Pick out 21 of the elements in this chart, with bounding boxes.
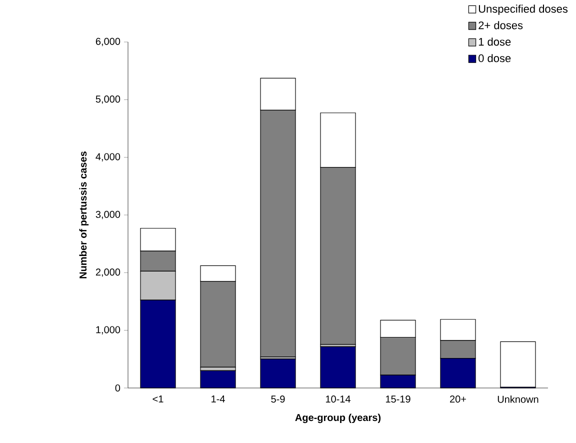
- legend-label: 2+ doses: [478, 21, 523, 30]
- legend-label: 1 dose: [478, 38, 511, 46]
- x-tick-label: 5-9: [271, 396, 285, 403]
- x-tick-label: 10-14: [326, 396, 350, 403]
- y-tick-label: 1,000: [96, 326, 120, 334]
- y-tick-label: 2,000: [96, 268, 120, 277]
- x-tick-label: Unknown: [498, 396, 538, 403]
- x-tick-label: 1-4: [212, 396, 225, 402]
- x-tick-label: <1: [152, 396, 164, 402]
- x-tick-label: 15-19: [386, 396, 410, 403]
- y-tick-label: 4,000: [96, 153, 120, 162]
- x-tick-label: 20+: [450, 396, 466, 403]
- y-tick-label: 5,000: [96, 96, 120, 104]
- bar: [500, 341, 536, 388]
- y-tick-label: 3,000: [96, 210, 120, 220]
- y-tick-label: 6,000: [96, 38, 120, 46]
- legend-label: Unspecified doses: [478, 4, 568, 15]
- x-axis-title: Age-group (years): [295, 414, 381, 424]
- legend-label: 0 dose: [478, 54, 511, 62]
- y-tick-label: 0: [115, 384, 120, 392]
- y-axis-title: Number of pertussis cases: [79, 151, 89, 278]
